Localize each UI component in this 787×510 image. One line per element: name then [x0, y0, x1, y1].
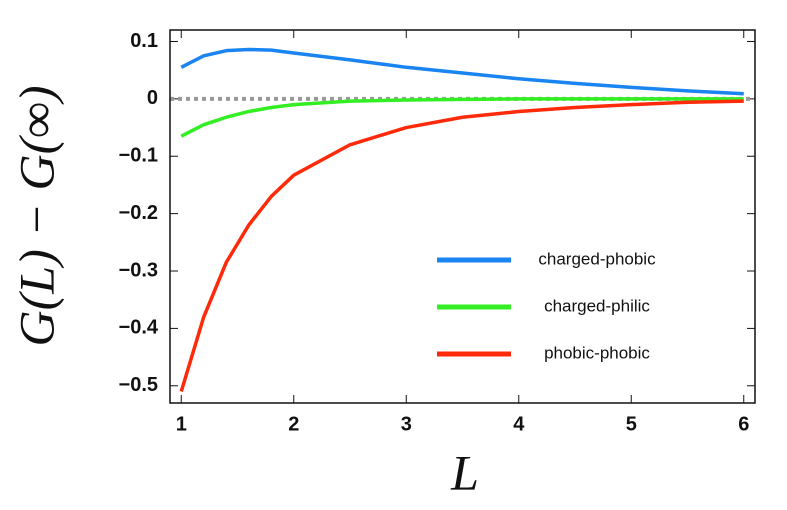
y-tick-label: −0.3 — [119, 259, 158, 281]
x-tick-label: 4 — [513, 413, 525, 435]
series-line — [180, 47, 744, 96]
x-tick-label: 1 — [176, 413, 187, 435]
x-tick-label: 5 — [626, 413, 637, 435]
y-tick-label: −0.4 — [119, 317, 159, 339]
y-tick-label: −0.2 — [119, 202, 158, 224]
x-tick-label: 6 — [738, 413, 749, 435]
plot-frame — [169, 29, 756, 404]
y-tick-label: 0 — [147, 87, 158, 109]
legend-label: charged-philic — [544, 296, 650, 315]
legend-label: phobic-phobic — [544, 343, 650, 362]
legend-label: charged-phobic — [538, 249, 656, 268]
series-line — [179, 99, 744, 393]
x-tick-label: 3 — [401, 413, 412, 435]
series-line — [180, 97, 744, 138]
x-axis-label: L — [450, 444, 479, 500]
y-tick-label: −0.5 — [119, 374, 158, 396]
x-tick-label: 2 — [288, 413, 299, 435]
y-axis-label: G(L) − G(∞) — [8, 85, 64, 346]
y-tick-label: 0.1 — [130, 30, 158, 52]
y-tick-label: −0.1 — [119, 145, 158, 167]
